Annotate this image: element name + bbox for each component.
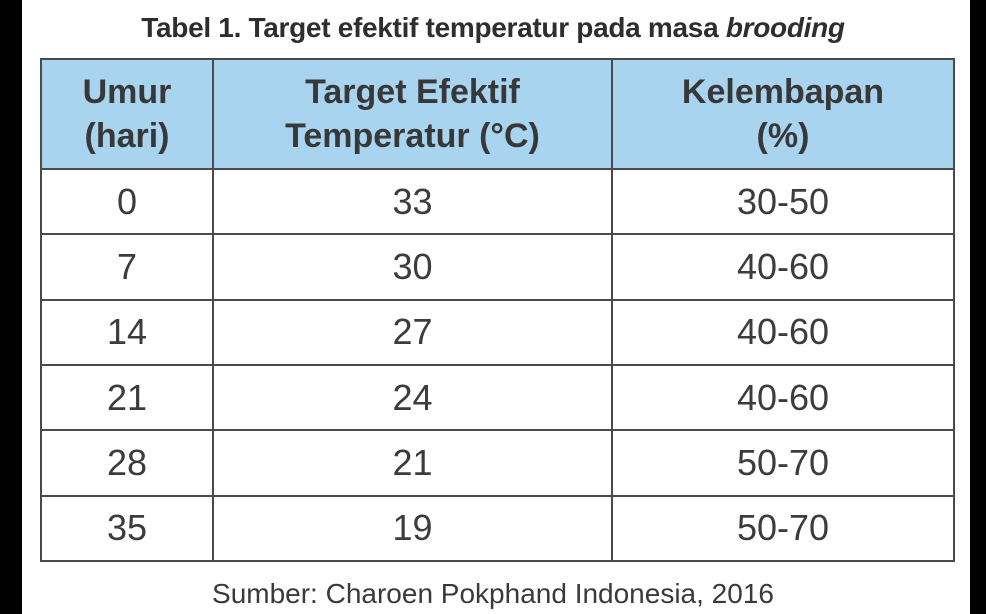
cell-temperature: 27 xyxy=(212,298,613,366)
right-frame-border xyxy=(970,0,986,614)
caption-italic-term: brooding xyxy=(725,12,845,43)
header-target-line2: Temperatur (°C) xyxy=(285,117,540,155)
header-target-temperature: Target Efektif Temperatur (°C) xyxy=(212,58,613,170)
cell-umur: 28 xyxy=(40,429,214,497)
table-row: 28 21 50-70 xyxy=(40,429,955,497)
table-row: 14 27 40-60 xyxy=(40,298,955,366)
cell-temperature: 24 xyxy=(212,363,613,432)
cell-umur: 0 xyxy=(40,167,214,236)
cell-umur: 7 xyxy=(40,233,214,301)
header-umur-line1: Umur xyxy=(82,73,172,111)
cell-umur: 21 xyxy=(40,363,214,432)
table-row: 21 24 40-60 xyxy=(40,363,955,432)
cell-kelembapan: 40-60 xyxy=(611,363,955,432)
cell-temperature: 30 xyxy=(212,233,613,301)
header-umur: Umur (hari) xyxy=(40,58,214,170)
table-header-row: Umur (hari) Target Efektif Temperatur (°… xyxy=(40,58,955,170)
cell-kelembapan: 50-70 xyxy=(611,494,955,563)
cell-temperature: 19 xyxy=(212,494,613,563)
left-frame-border xyxy=(0,0,22,614)
header-kelembapan-line2: (%) xyxy=(756,117,810,155)
caption-text: Tabel 1. Target efektif temperatur pada … xyxy=(141,12,726,43)
cell-umur: 35 xyxy=(40,494,214,563)
cell-kelembapan: 50-70 xyxy=(611,429,955,497)
cell-kelembapan: 40-60 xyxy=(611,298,955,366)
table-row: 0 33 30-50 xyxy=(40,167,955,236)
cell-temperature: 21 xyxy=(212,429,613,497)
source-citation: Sumber: Charoen Pokphand Indonesia, 2016 xyxy=(212,578,774,609)
cell-temperature: 33 xyxy=(212,167,613,236)
cell-umur: 14 xyxy=(40,298,214,366)
header-target-line1: Target Efektif xyxy=(305,73,520,111)
cell-kelembapan: 30-50 xyxy=(611,167,955,236)
table-row: 35 19 50-70 xyxy=(40,494,955,563)
header-kelembapan: Kelembapan (%) xyxy=(611,58,955,170)
table-caption: Tabel 1. Target efektif temperatur pada … xyxy=(0,12,986,44)
header-kelembapan-line1: Kelembapan xyxy=(681,73,885,111)
table-row: 7 30 40-60 xyxy=(40,233,955,301)
header-umur-line2: (hari) xyxy=(84,117,170,155)
cell-kelembapan: 40-60 xyxy=(611,233,955,301)
brooding-temperature-table: Umur (hari) Target Efektif Temperatur (°… xyxy=(40,58,955,563)
